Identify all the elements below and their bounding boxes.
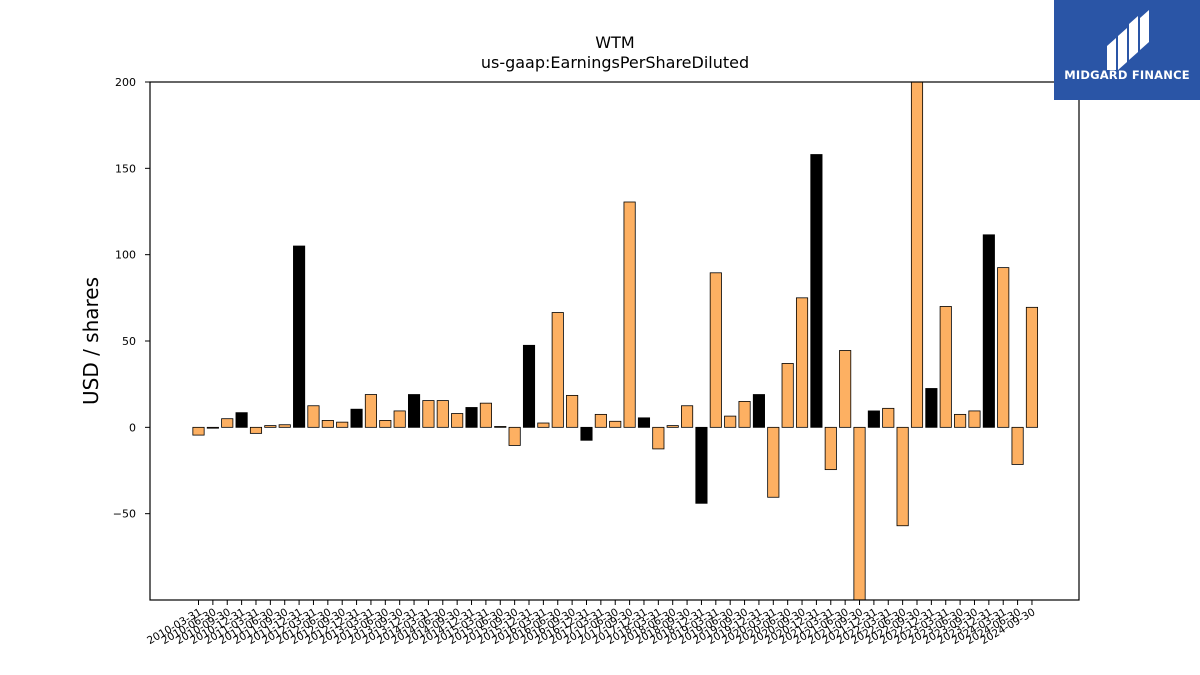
bar (982, 234, 995, 428)
bar (235, 412, 248, 428)
bar (379, 420, 392, 428)
bar (839, 350, 852, 428)
bar (795, 297, 809, 428)
bar (407, 394, 421, 428)
bar (264, 425, 277, 428)
logo-text: MIDGARD FINANCE (1064, 68, 1190, 82)
y-axis-label: USD / shares (79, 277, 103, 405)
bar (652, 426, 665, 450)
bar (537, 422, 550, 428)
bar (580, 426, 593, 441)
bar (925, 388, 938, 428)
bar (767, 426, 780, 498)
bar (824, 426, 837, 471)
bar (910, 81, 924, 428)
bar (637, 417, 651, 428)
y-axis-ticks: 200 150 100 50 0 −50 (113, 76, 150, 521)
bar (451, 413, 464, 428)
bar (882, 407, 895, 428)
bar (321, 420, 334, 428)
bar (867, 410, 880, 428)
y-tick-label: 200 (115, 76, 136, 89)
bar (508, 426, 521, 446)
bar (1025, 306, 1039, 428)
y-tick-label: −50 (113, 508, 136, 521)
bar (709, 272, 722, 428)
bar (422, 400, 435, 428)
midgard-finance-logo: MIDGARD FINANCE (1054, 0, 1200, 100)
bar (695, 426, 708, 504)
bar (479, 402, 492, 428)
bar (724, 415, 737, 428)
bar (522, 344, 536, 428)
bar (551, 312, 564, 428)
bars (192, 81, 1039, 601)
bar (1011, 426, 1024, 465)
bar (393, 410, 406, 428)
bar (810, 154, 823, 428)
bar (681, 405, 694, 428)
y-tick-label: 100 (115, 249, 136, 262)
bar (968, 410, 981, 428)
bar (609, 420, 622, 428)
bar (293, 245, 306, 428)
bar (752, 394, 765, 428)
bar (336, 421, 349, 428)
bar (364, 394, 377, 428)
plot-frame (149, 81, 1080, 601)
bar (594, 413, 607, 428)
bar (738, 401, 751, 428)
chart-subtitle: us-gaap:EarningsPerShareDiluted (481, 53, 749, 72)
bar (494, 426, 507, 428)
bar (249, 426, 263, 434)
bar (623, 201, 636, 428)
bar (436, 400, 449, 428)
x-axis-ticks: 2010-03-312010-06-302010-09-302010-12-31… (145, 600, 1037, 647)
bar (781, 363, 794, 428)
bar (307, 405, 320, 428)
bar (350, 408, 363, 428)
midgard-logo-icon (1107, 10, 1149, 70)
bar (896, 426, 909, 527)
y-tick-label: 50 (122, 335, 136, 348)
bar (954, 413, 967, 428)
bar (206, 426, 219, 429)
bar (221, 418, 234, 428)
bar (566, 394, 579, 428)
bar (666, 425, 679, 428)
y-tick-label: 0 (129, 421, 136, 434)
bar (465, 407, 478, 428)
bar (939, 306, 952, 428)
bar (853, 426, 866, 601)
bar (278, 424, 291, 428)
bar (192, 426, 205, 436)
chart-title: WTM (595, 33, 634, 52)
y-tick-label: 150 (115, 162, 136, 175)
bar (997, 267, 1010, 428)
